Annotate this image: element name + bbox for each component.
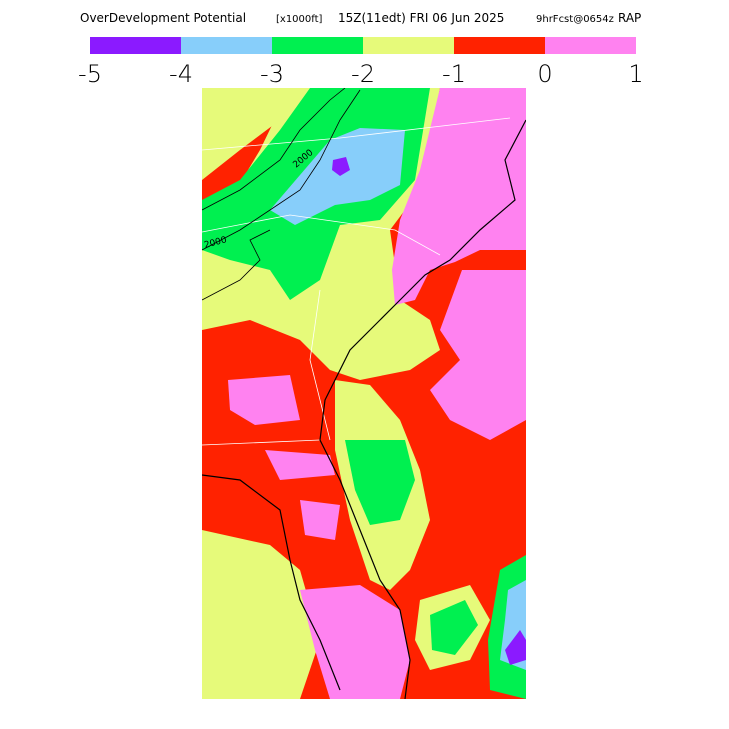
units: [x1000ft] bbox=[276, 14, 323, 25]
model: RAP bbox=[618, 11, 641, 25]
colorbar-tick-label: 1 bbox=[628, 60, 643, 88]
field-region bbox=[300, 585, 410, 699]
colorbar-segment bbox=[363, 37, 454, 54]
field-region bbox=[392, 88, 526, 305]
colorbar-tick-label: -3 bbox=[260, 60, 284, 88]
colorbar-tick-label: -2 bbox=[351, 60, 375, 88]
state-boundary bbox=[202, 214, 441, 256]
colorbar-segment bbox=[454, 37, 545, 54]
field-region bbox=[430, 270, 526, 440]
colorbar-tick-label: -5 bbox=[78, 60, 102, 88]
valid-time: 15Z(11edt) FRI 06 Jun 2025 bbox=[338, 11, 504, 25]
field-region bbox=[332, 157, 350, 176]
colorbar: -5 -4 -3 -2 -1 0 1 bbox=[78, 37, 644, 88]
map: 2000 2000 bbox=[202, 88, 526, 699]
colorbar-segment bbox=[181, 37, 272, 54]
forecast: 9hrFcst@0654z bbox=[536, 14, 614, 25]
field-region bbox=[202, 530, 320, 699]
field-region bbox=[270, 128, 405, 225]
state-boundary bbox=[202, 117, 511, 151]
field-region bbox=[345, 440, 415, 525]
terrain-contour bbox=[202, 229, 271, 301]
field-region bbox=[300, 500, 340, 540]
terrain-contour bbox=[202, 89, 361, 251]
coastline bbox=[319, 119, 526, 699]
colorbar-segment bbox=[545, 37, 636, 54]
field-region bbox=[228, 375, 300, 425]
colorbar-tick-label: -1 bbox=[442, 60, 466, 88]
field-region bbox=[505, 630, 526, 665]
colorbar-segment bbox=[90, 37, 181, 54]
title: OverDevelopment Potential bbox=[80, 11, 246, 25]
state-boundary bbox=[202, 439, 321, 446]
colorbar-tick-label: -4 bbox=[169, 60, 193, 88]
colorbar-segment bbox=[272, 37, 363, 54]
field-region bbox=[202, 88, 300, 180]
terrain-contour bbox=[202, 88, 346, 211]
coastline bbox=[202, 474, 341, 691]
colorbar-tick-label: 0 bbox=[537, 60, 552, 88]
field-region bbox=[430, 600, 478, 655]
field-region bbox=[265, 450, 335, 480]
